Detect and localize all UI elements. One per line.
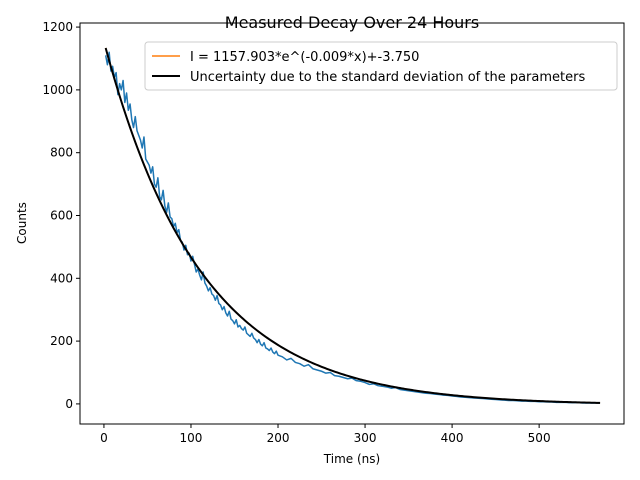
y-tick-label: 600	[50, 208, 73, 222]
legend-label-fit: I = 1157.903*e^(-0.009*x)+-3.750	[190, 50, 419, 65]
y-tick-label: 400	[50, 271, 73, 285]
axis-ticks: 0 100 200 300 400 500 0 200 400 600 800 1000 1200	[42, 20, 550, 445]
legend-box	[144, 41, 618, 91]
legend-label-uncertainty: Uncertainty due to the standard deviatio…	[190, 70, 585, 85]
y-tick-label: 1200	[42, 20, 73, 34]
series-uncertainty-line	[104, 47, 601, 404]
x-tick-label: 500	[528, 431, 551, 445]
plot-data-layer	[104, 47, 601, 405]
plot-frame	[79, 22, 625, 425]
y-tick-label: 1000	[42, 83, 73, 97]
y-tick-label: 200	[50, 334, 73, 348]
x-tick-label: 400	[441, 431, 464, 445]
x-axis-label: Time (ns)	[323, 452, 380, 466]
x-tick-label: 0	[100, 431, 108, 445]
x-tick-label: 200	[267, 431, 290, 445]
y-axis-label: Counts	[15, 202, 29, 244]
x-tick-label: 300	[354, 431, 377, 445]
y-tick-label: 0	[65, 397, 73, 411]
y-tick-label: 800	[50, 146, 73, 160]
legend: I = 1157.903*e^(-0.009*x)+-3.750 Uncerta…	[144, 41, 618, 91]
x-tick-label: 100	[180, 431, 203, 445]
